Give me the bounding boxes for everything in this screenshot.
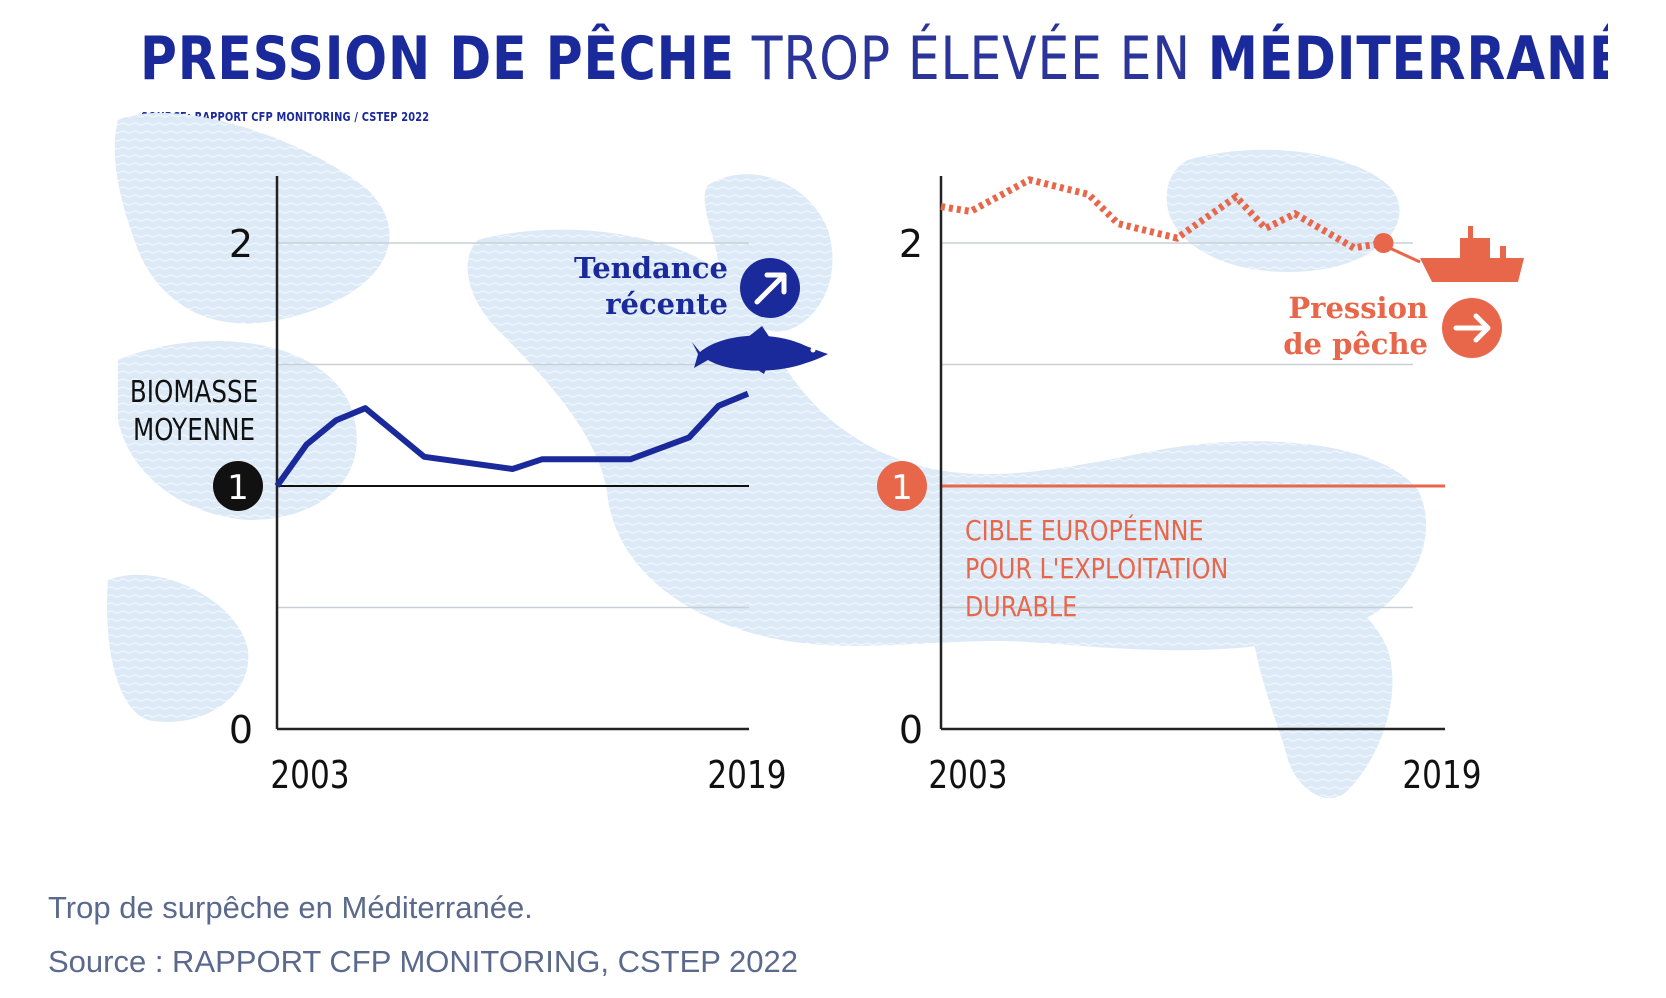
target-label-line-3: DURABLE [965, 591, 1077, 623]
chart-title: PRESSION DE PÊCHE TROP ÉLEVÉE EN MÉDITER… [140, 14, 1608, 104]
mediterranean-map-background [107, 112, 1427, 799]
title-part-3: MÉDITERRANÉE [1207, 24, 1608, 94]
annotation-line-2: récente [605, 287, 728, 321]
title-part-2: TROP ÉLEVÉE EN [751, 24, 1191, 94]
fishing-pressure-chart: 0 2 2003 2019 1 CIBLE EUROPÉENNE POUR L'EXP… [877, 176, 1524, 798]
figure-source-caption: Source : RAPPORT CFP MONITORING, CSTEP 2… [48, 944, 798, 979]
target-label-line-1: CIBLE EUROPÉENNE [965, 513, 1203, 547]
charts-svg: 0 2 2003 2019 BIOMASSE MOYENNE 1 Tendance ré… [107, 112, 1524, 799]
reference-marker [213, 461, 263, 511]
biomass-chart: 0 2 2003 2019 BIOMASSE MOYENNE 1 Tendance ré… [130, 176, 828, 798]
y-tick-label: 0 [229, 708, 253, 752]
annotation-line-1: Tendance [574, 251, 728, 285]
axes [939, 176, 1445, 731]
series [274, 390, 750, 488]
y-axis-label-word-1: BIOMASSE [130, 376, 258, 410]
y-tick-label: 0 [899, 708, 923, 752]
axes [275, 176, 749, 731]
y-tick-label: 2 [899, 222, 923, 266]
tick-labels: 0 2 2003 2019 [899, 222, 1482, 798]
fishing-boat-icon [1382, 226, 1524, 282]
gridlines [277, 242, 749, 609]
gridlines [941, 242, 1445, 609]
title-part-1: PRESSION DE PÊCHE [140, 24, 735, 94]
x-tick-label: 2003 [928, 754, 1007, 798]
reference-marker-label: 1 [227, 468, 249, 508]
target-marker-label: 1 [891, 468, 913, 508]
x-tick-label: 2003 [270, 754, 349, 798]
pressure-series-line [940, 176, 1385, 252]
y-axis-label-word-2: MOYENNE [133, 414, 255, 448]
target-label-line-2: POUR L'EXPLOITATION [965, 553, 1228, 585]
arrow-up-right-icon [740, 258, 800, 318]
annotation-line-2: de pêche [1283, 327, 1428, 361]
infographic: PRESSION DE PÊCHE TROP ÉLEVÉE EN MÉDITER… [48, 0, 1608, 868]
annotation-line-1: Pression [1288, 291, 1428, 325]
biomass-series-line [274, 390, 750, 488]
y-axis-label-line-1: BIOMASSE MOYENNE [130, 376, 258, 448]
x-tick-label: 2019 [707, 754, 786, 798]
figure-caption: Trop de surpêche en Méditerranée. [48, 890, 533, 925]
target-marker [877, 461, 927, 511]
x-tick-label: 2019 [1402, 754, 1481, 798]
arrow-right-icon [1442, 298, 1502, 358]
fish-icon [692, 326, 828, 374]
tick-labels: 0 2 2003 2019 [229, 222, 787, 798]
y-tick-label: 2 [229, 222, 253, 266]
